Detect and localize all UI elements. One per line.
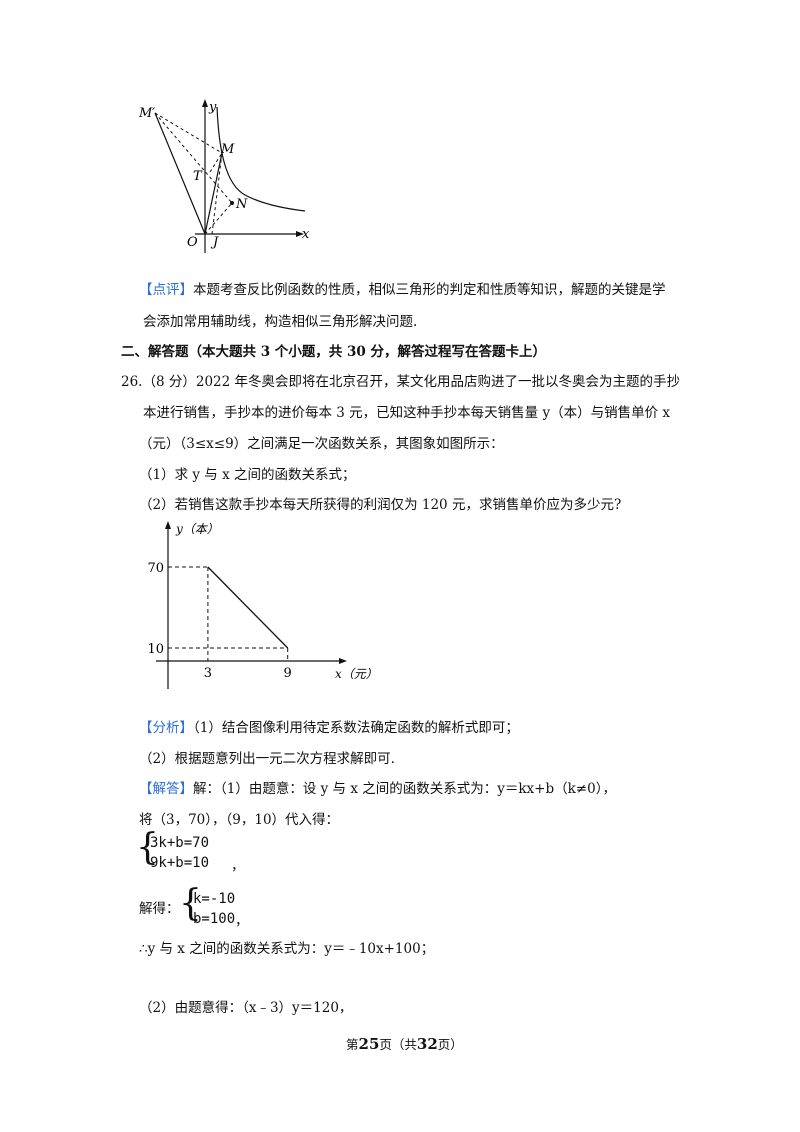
segment-o-m [204,152,223,235]
answer-tag: 【解答】 [139,781,193,797]
comment-tag: 【点评】 [139,282,193,298]
footer-page-number: 25 [358,1035,380,1053]
q26-line-1: 26.（8 分）2022 年冬奥会即将在北京召开，某文化用品店购进了一批以冬奥会… [121,374,680,390]
label-j: J [210,235,219,250]
dashed-m-prime-n [154,112,233,204]
label-m-prime: M′ [138,106,155,121]
q26-line-2: 本进行销售，手抄本的进价每本 3 元，已知这种手抄本每天销售量 y（本）与销售单… [143,405,670,421]
sales-chart: y（本） x（元） 3 9 70 10 [147,521,378,689]
geometry-figure: M′ y M T N O J x [138,99,310,253]
point-n [230,201,234,205]
x-tick-label-9: 9 [284,666,292,681]
footer-pre: 第 [346,1037,359,1052]
hyperbola-curve [216,106,306,212]
page-footer: 第25页（共32页） [346,1034,463,1053]
footer-mid: 页（共 [379,1037,417,1052]
dashed-m-prime-m [154,112,223,154]
y-tick-label-70: 70 [147,561,164,576]
label-m: M [220,142,235,157]
dashed-o-n [204,202,233,235]
analysis-tag: 【分析】 [139,720,193,736]
q26-part-1: （1）求 y 与 x 之间的函数关系式； [139,467,356,483]
answer-conclusion: ∴y 与 x 之间的函数关系式为：y＝﹣10x+100； [139,941,435,957]
label-o: O [187,235,198,250]
system-2-end: ， [235,913,249,929]
system-2-eq-a: k=-10 [193,891,236,907]
label-n: N [235,197,248,212]
section-title: 二、解答题（本大题共 3 个小题，共 30 分，解答过程写在答题卡上） [121,344,546,360]
q26-part-2: （2）若销售这款手抄本每天所获得的利润仅为 120 元，求销售单价应为多少元? [139,497,622,513]
answer-line-2: 将（3，70），（9，10）代入得： [139,812,340,828]
dashed-t-m [209,152,223,173]
y-tick-label-10: 10 [147,642,164,657]
analysis-text-1: （1）结合图像利用待定系数法确定函数的解析式即可； [193,720,519,736]
system-1-eq-b: 9k+b=10 [150,855,210,871]
system-1-eq-a: 3k+b=70 [150,835,210,851]
answer-line-1: 【解答】解：（1）由题意：设 y 与 x 之间的函数关系式为：y＝kx+b（k≠… [139,779,616,799]
chart-y-arrow [165,521,171,529]
system-1-end: ， [231,858,245,874]
answer-part-2: （2）由题意得：（x﹣3）y＝120， [139,1000,353,1016]
segment-m-prime-o [154,112,206,235]
chart-x-label: x（元） [335,667,378,681]
comment-line-1: 【点评】本题考查反比例函数的性质，相似三角形的判定和性质等知识，解题的关键是学 [139,280,666,300]
y-axis-arrow [202,99,208,107]
comment-text-1: 本题考查反比例函数的性质，相似三角形的判定和性质等知识，解题的关键是学 [193,282,666,298]
q26-line-3: （元）（3≤x≤9）之间满足一次函数关系，其图象如图所示： [139,436,504,452]
answer-text-1: 解：（1）由题意：设 y 与 x 之间的函数关系式为：y＝kx+b（k≠0）， [193,781,616,797]
comment-line-2: 会添加常用辅助线，构造相似三角形解决问题. [143,314,418,330]
system-2-eq-b: b=100 [193,911,236,927]
solve-label: 解得： [139,901,180,917]
footer-total-pages: 32 [416,1035,438,1053]
analysis-line-1: 【分析】（1）结合图像利用待定系数法确定函数的解析式即可； [139,718,519,738]
label-x: x [302,227,310,242]
chart-x-arrow [339,658,347,664]
chart-y-label: y（本） [175,522,219,536]
x-tick-label-3: 3 [204,666,212,681]
system-2-brace: { [179,883,202,924]
dashed-j-m [211,152,223,235]
series-line [207,566,289,649]
x-axis-arrow [296,231,304,237]
system-1-brace: { [136,827,159,868]
analysis-line-2: （2）根据题意列出一元二次方程求解即可. [139,751,395,767]
label-t: T [193,169,203,184]
label-y: y [208,100,217,115]
footer-post: 页） [437,1037,463,1052]
